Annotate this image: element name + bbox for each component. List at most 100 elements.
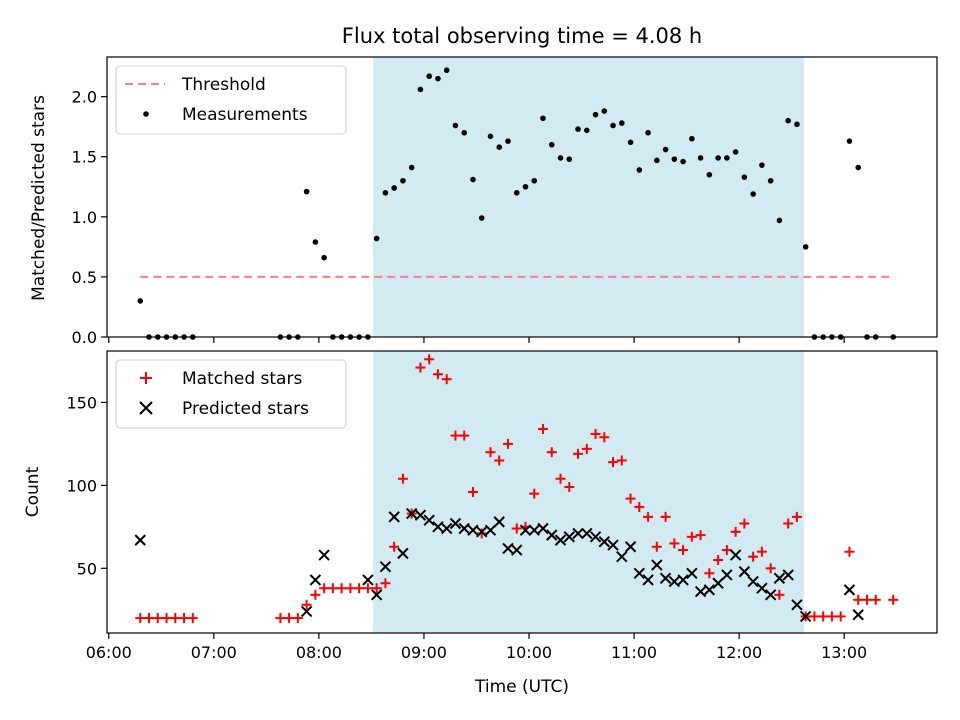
- legend-predicted-swatch: [139, 401, 153, 415]
- x-stroke-b: [309, 574, 322, 586]
- legend-label: Measurements: [182, 105, 308, 125]
- predicted-star-point: [554, 534, 567, 546]
- predicted-star-point: [528, 524, 540, 536]
- x-stroke-b: [782, 569, 794, 581]
- predicted-star-point: [362, 574, 374, 586]
- matched-star-point: [721, 545, 732, 556]
- matched-star-point: [152, 613, 163, 624]
- predicted-star-point: [773, 572, 786, 584]
- x-stroke-b: [843, 584, 856, 596]
- predicted-star-point: [764, 589, 777, 601]
- predicted-star-point: [493, 516, 505, 528]
- matched-star-point: [669, 538, 680, 549]
- matched-star-point: [581, 443, 592, 454]
- measurement-point: [706, 171, 713, 178]
- matched-star-point: [695, 530, 706, 541]
- measurement-point: [452, 122, 459, 129]
- matched-star-point: [634, 501, 645, 512]
- measurement-point: [443, 67, 450, 74]
- matched-star-point: [529, 488, 540, 499]
- matched-star-point: [494, 455, 505, 466]
- predicted-star-point: [370, 589, 383, 601]
- measurement-point: [776, 217, 783, 224]
- matched-star-point: [354, 583, 365, 594]
- matched-star-point: [135, 613, 146, 624]
- x-stroke-b: [581, 527, 593, 540]
- y-tick-label: 1.5: [72, 148, 97, 167]
- predicted-star-point: [484, 524, 497, 536]
- matched-star-point: [476, 528, 487, 539]
- x-stroke-b: [134, 534, 146, 546]
- matched-star-point: [590, 428, 601, 439]
- x-stroke-b: [791, 599, 803, 611]
- matched-star-point: [704, 568, 715, 579]
- legend-label: Threshold: [181, 75, 266, 95]
- plot-frame: [106, 350, 938, 634]
- matched-star-point: [441, 374, 452, 385]
- legend-box: [115, 359, 347, 429]
- y-tick-label: 150: [66, 393, 97, 412]
- x-tick-label: 12:00: [716, 643, 762, 662]
- predicted-star-point: [756, 582, 768, 594]
- measurement-point: [654, 157, 660, 164]
- measurement-point: [303, 188, 310, 195]
- x-stroke-b: [764, 589, 777, 601]
- predicted-star-point: [309, 574, 322, 586]
- x-stroke-b: [405, 507, 418, 520]
- matched-star-point: [616, 455, 627, 466]
- matched-star-point: [765, 563, 776, 574]
- matched-star-point: [389, 541, 400, 552]
- measurement-point: [557, 155, 564, 161]
- bottom-panel: Count 50 100 150 06:00 07:00 08:00 09:00 10:00 1…: [23, 350, 938, 662]
- x-stroke-b: [852, 609, 864, 621]
- predicted-star-point: [502, 542, 514, 555]
- predicted-star-point: [379, 560, 392, 573]
- matched-star-point: [345, 583, 356, 594]
- measurement-point: [417, 86, 424, 93]
- matched-star-point: [459, 430, 470, 441]
- x-tick-label: 13:00: [821, 643, 867, 662]
- observing-window-shade: [373, 351, 804, 633]
- matched-star-point: [327, 583, 338, 594]
- predicted-star-point: [511, 544, 523, 556]
- measurement-point: [505, 138, 511, 144]
- x-stroke-b: [414, 509, 427, 521]
- x-stroke-b: [677, 574, 689, 586]
- x-stroke-b: [484, 524, 497, 536]
- matched-star-point: [826, 611, 837, 622]
- y-tick-label: 0.0: [72, 328, 97, 347]
- matched-star-point: [791, 511, 802, 522]
- matched-star-point: [371, 583, 382, 594]
- measurement-point: [741, 174, 748, 180]
- x-stroke-b: [668, 575, 681, 588]
- predicted-star-point: [624, 541, 637, 553]
- predicted-star-point: [598, 536, 611, 548]
- measurement-point: [715, 155, 721, 161]
- predicted-star-point: [388, 511, 400, 523]
- predicted-star-point: [607, 539, 619, 551]
- legend-matched-swatch: [140, 372, 152, 384]
- measurement-point: [522, 183, 529, 190]
- predicted-star-point: [843, 584, 856, 596]
- predicted-star-point: [642, 574, 654, 586]
- measurement-point: [435, 75, 441, 82]
- measurement-point: [137, 298, 144, 304]
- predicted-star-point: [616, 550, 628, 563]
- measurement-point: [802, 244, 809, 250]
- matched-star-point: [756, 546, 767, 557]
- x-stroke-b: [738, 565, 751, 578]
- predicted-star-point: [668, 575, 681, 588]
- x-stroke-b: [476, 526, 488, 538]
- matched-star-point: [573, 448, 584, 459]
- measurement-point: [592, 111, 599, 118]
- measurement-point: [531, 177, 538, 184]
- predicted-star-point: [134, 534, 146, 546]
- measurement-point: [575, 126, 581, 132]
- x-stroke-b: [624, 541, 637, 553]
- y-tick-label: 2.0: [72, 88, 97, 107]
- predicted-star-point: [318, 549, 330, 561]
- plot-frame: [106, 56, 938, 338]
- measurement-point: [487, 133, 494, 140]
- measurement-point: [373, 235, 380, 242]
- measurement-point: [697, 155, 704, 161]
